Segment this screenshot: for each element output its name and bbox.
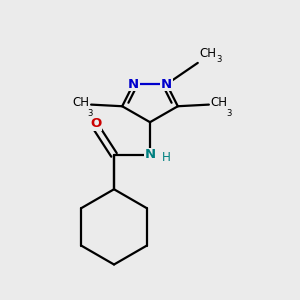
Text: CH: CH [211,97,227,110]
Text: H: H [161,151,170,164]
Text: 3: 3 [227,109,232,118]
Text: O: O [90,117,102,130]
Text: N: N [144,148,156,161]
Text: N: N [128,78,139,91]
Text: 3: 3 [217,55,222,64]
Text: 3: 3 [87,109,92,118]
Text: CH: CH [73,97,89,110]
Text: CH: CH [200,46,216,60]
Text: N: N [161,78,172,91]
